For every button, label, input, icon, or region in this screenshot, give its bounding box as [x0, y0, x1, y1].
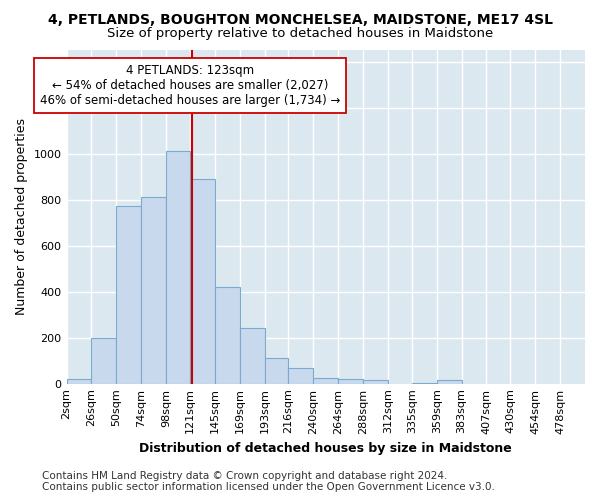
Bar [240, 328, 265, 384]
Bar [141, 198, 166, 384]
Bar [289, 368, 313, 384]
Text: 4 PETLANDS: 123sqm
← 54% of detached houses are smaller (2,027)
46% of semi-deta: 4 PETLANDS: 123sqm ← 54% of detached hou… [40, 64, 340, 107]
Text: 4, PETLANDS, BOUGHTON MONCHELSEA, MAIDSTONE, ME17 4SL: 4, PETLANDS, BOUGHTON MONCHELSEA, MAIDST… [47, 12, 553, 26]
Bar [67, 379, 91, 384]
Text: Size of property relative to detached houses in Maidstone: Size of property relative to detached ho… [107, 28, 493, 40]
Bar [116, 206, 141, 384]
Bar [166, 152, 190, 384]
Bar [190, 179, 215, 384]
X-axis label: Distribution of detached houses by size in Maidstone: Distribution of detached houses by size … [139, 442, 512, 455]
Y-axis label: Number of detached properties: Number of detached properties [15, 118, 28, 316]
Bar [338, 379, 363, 384]
Bar [363, 380, 388, 384]
Bar [437, 380, 461, 384]
Bar [313, 378, 338, 384]
Bar [412, 382, 437, 384]
Bar [91, 338, 116, 384]
Bar [215, 287, 240, 384]
Bar [265, 358, 289, 384]
Text: Contains HM Land Registry data © Crown copyright and database right 2024.
Contai: Contains HM Land Registry data © Crown c… [42, 471, 495, 492]
